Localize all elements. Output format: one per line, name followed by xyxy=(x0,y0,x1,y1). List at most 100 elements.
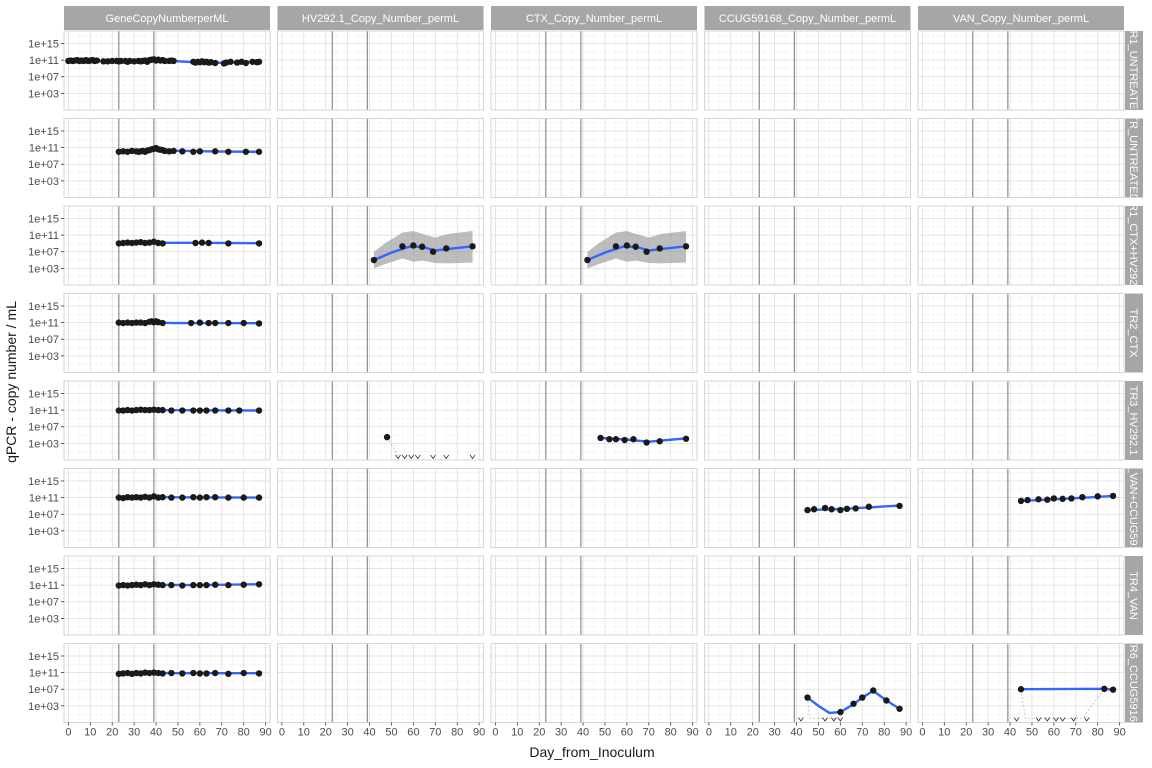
row-strip-label: TR4_VAN xyxy=(1127,571,1139,620)
data-point xyxy=(170,57,177,65)
data-point xyxy=(179,670,186,677)
panel-border xyxy=(704,468,911,548)
data-point xyxy=(117,57,125,65)
y-tick-label: 1e+11 xyxy=(29,493,59,505)
y-tick-label: 1e+15 xyxy=(28,563,59,575)
x-tick-label: 10 xyxy=(511,727,523,739)
x-tick-label: 10 xyxy=(298,727,310,739)
facet-panel xyxy=(490,555,698,636)
panel-border xyxy=(277,293,484,373)
censored-mark xyxy=(1059,717,1066,722)
x-tick-label: 40 xyxy=(363,727,375,739)
row-strip xyxy=(1125,381,1143,460)
facet-panel xyxy=(917,643,1125,723)
x-tick-label: 30 xyxy=(555,727,567,739)
y-tick-label: 1e+15 xyxy=(28,651,59,663)
row-strip-clip: TR2_CTX xyxy=(1127,309,1139,359)
data-point xyxy=(236,407,243,414)
data-point xyxy=(170,147,177,155)
facet-panel xyxy=(917,205,1125,286)
censored-mark xyxy=(401,454,408,460)
x-tick-label: 60 xyxy=(621,727,633,739)
x-tick-label: 40 xyxy=(150,727,162,739)
facet-panel xyxy=(917,293,1125,373)
data-point xyxy=(168,407,175,414)
data-point xyxy=(410,242,417,249)
column-strip-label: VAN_Copy_Number_permL xyxy=(953,13,1089,25)
y-tick-label: 1e+11 xyxy=(29,143,59,155)
data-point xyxy=(1109,492,1117,500)
data-point xyxy=(203,407,210,414)
panel-data xyxy=(115,238,263,247)
x-tick-label: 70 xyxy=(429,727,441,739)
facet-panel xyxy=(490,468,698,548)
panel-border xyxy=(490,30,698,111)
facet-panel xyxy=(917,555,1125,636)
data-point xyxy=(159,581,166,589)
row-strip-label: TR2_CTX xyxy=(1127,309,1139,359)
data-point xyxy=(643,439,650,446)
panel-border xyxy=(704,30,911,111)
data-point xyxy=(255,581,263,588)
data-point xyxy=(255,407,263,414)
x-tick-label: 70 xyxy=(643,727,655,739)
data-point xyxy=(190,669,197,677)
data-point xyxy=(227,58,234,65)
data-point xyxy=(190,581,197,589)
row-strip-label: TR_UNTREATED xyxy=(1127,114,1139,201)
data-point xyxy=(212,319,219,327)
y-tick-label: 1e+07 xyxy=(28,159,59,171)
censored-mark xyxy=(1013,717,1020,722)
axis-ticks: 1e+03 1e+07 1e+11 1e+15 1e+03 1e+07 1e+11 1e+15… xyxy=(28,38,1126,738)
data-point xyxy=(196,494,204,501)
data-point xyxy=(1017,497,1025,505)
data-point xyxy=(1050,495,1058,502)
panel-border xyxy=(704,380,911,461)
panel-data xyxy=(1017,492,1117,505)
data-point xyxy=(852,505,859,512)
y-tick-label: 1e+11 xyxy=(29,405,59,417)
data-point xyxy=(1109,686,1117,693)
data-point xyxy=(159,406,166,414)
y-tick-label: 1e+03 xyxy=(28,438,59,450)
panel-border xyxy=(490,380,698,461)
y-tick-label: 1e+03 xyxy=(28,701,59,713)
x-tick-label: 70 xyxy=(856,727,868,739)
censored-mark xyxy=(1035,717,1042,722)
data-point xyxy=(804,506,811,514)
data-point xyxy=(1068,495,1075,502)
panel-border xyxy=(63,118,271,198)
y-tick-label: 1e+03 xyxy=(28,526,59,538)
panel-data xyxy=(115,669,263,678)
data-point xyxy=(240,581,247,588)
data-point xyxy=(429,248,437,255)
panel-border xyxy=(704,205,911,286)
data-point xyxy=(255,494,263,501)
data-point xyxy=(225,148,232,155)
data-point xyxy=(115,407,122,414)
data-point xyxy=(828,506,835,513)
x-tick-label: 50 xyxy=(1026,727,1038,739)
data-point xyxy=(1059,495,1066,503)
censored-mark xyxy=(395,454,401,460)
data-point xyxy=(212,148,219,155)
x-tick-label: 50 xyxy=(385,727,397,739)
data-point xyxy=(192,239,199,247)
data-point xyxy=(179,582,186,589)
data-point xyxy=(179,494,186,501)
data-point xyxy=(632,243,639,250)
panel-border xyxy=(490,555,698,636)
data-point xyxy=(141,406,149,414)
panel-border xyxy=(917,205,1125,286)
facet-panel xyxy=(917,30,1125,111)
data-point xyxy=(225,581,232,589)
panel-border xyxy=(63,380,271,461)
data-point xyxy=(418,243,426,250)
data-point xyxy=(682,243,690,250)
x-tick-label: 70 xyxy=(216,727,228,739)
panel-data xyxy=(115,144,263,155)
panel-data xyxy=(115,318,263,327)
censored-mark xyxy=(1044,717,1051,722)
data-point xyxy=(225,319,232,327)
